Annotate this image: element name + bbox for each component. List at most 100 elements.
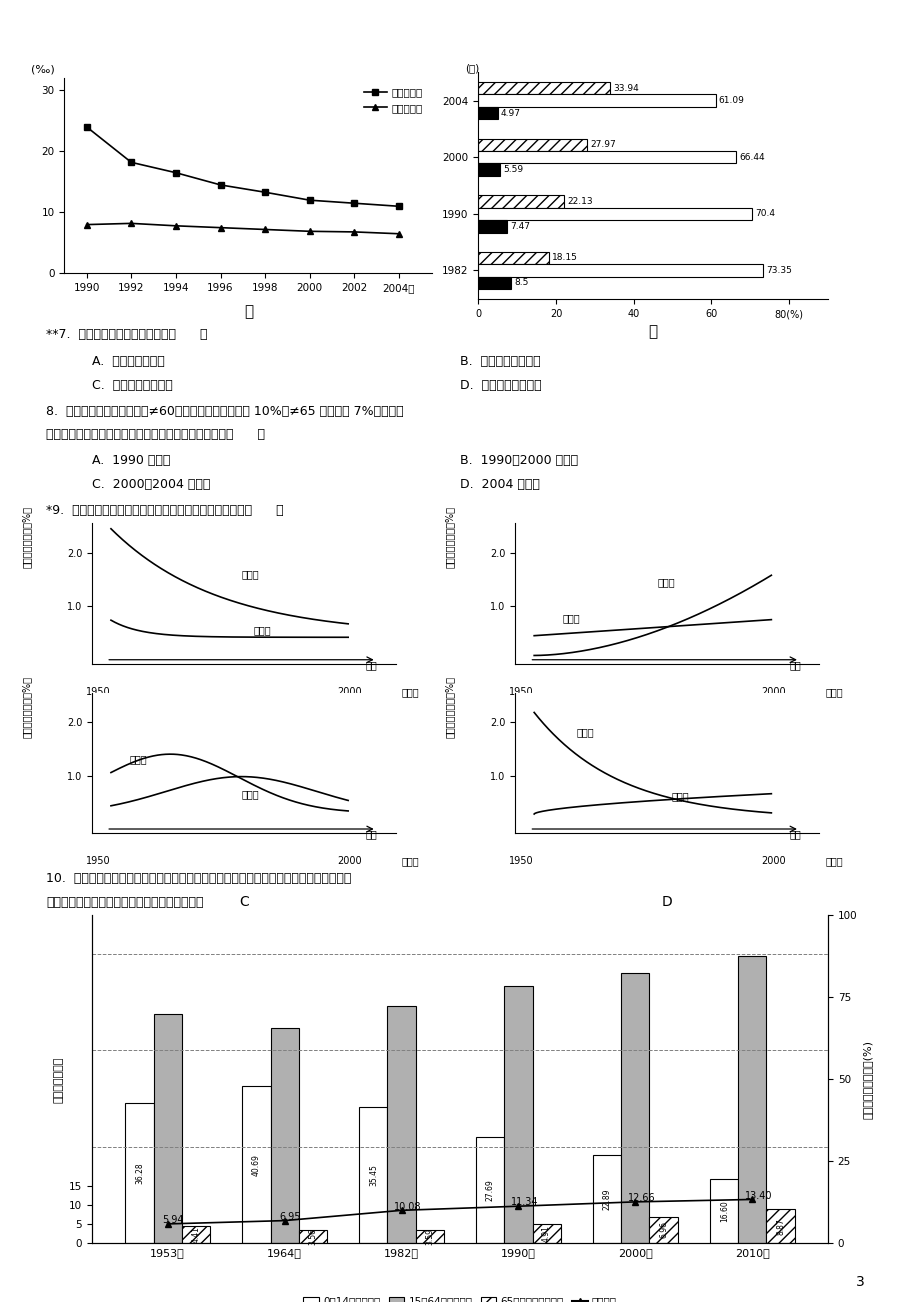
- Text: 4.41: 4.41: [191, 1226, 200, 1243]
- Text: D: D: [661, 896, 672, 909]
- 总人口数: [162, 1216, 173, 1232]
- Bar: [299, 1229, 326, 1243]
- Bar: [593, 1155, 620, 1243]
- Bar: [478, 95, 715, 107]
- Line: 人口死亡率: 人口死亡率: [84, 220, 402, 237]
- Bar: [478, 207, 751, 220]
- Text: （年）: （年）: [824, 857, 842, 866]
- Text: 年份: 年份: [789, 660, 800, 669]
- Bar: [478, 264, 763, 276]
- Text: C: C: [239, 896, 248, 909]
- Text: 甲: 甲: [244, 305, 253, 319]
- Text: 40.69: 40.69: [252, 1154, 261, 1176]
- Line: 人口出生率: 人口出生率: [84, 124, 402, 210]
- 人口出生率: [348, 195, 359, 211]
- Text: 18.15: 18.15: [551, 254, 577, 263]
- Text: 为进入老龄化社会。该省开始进入老龄化社会的时间在（      ）: 为进入老龄化社会。该省开始进入老龄化社会的时间在（ ）: [46, 428, 265, 441]
- Bar: [478, 138, 586, 151]
- Bar: [738, 956, 766, 1243]
- Text: 27.97: 27.97: [589, 141, 615, 150]
- 总人口数: [395, 1203, 406, 1219]
- 人口死亡率: [170, 217, 181, 233]
- Text: 5.59: 5.59: [503, 165, 523, 174]
- Text: A.  1990 年以前: A. 1990 年以前: [92, 454, 170, 467]
- Text: 8.  按联合国标准，如一地区≠60岁人口占总人口比例达 10%或≠65 岁人口达 7%，则可视: 8. 按联合国标准，如一地区≠60岁人口占总人口比例达 10%或≠65 岁人口达…: [46, 405, 403, 418]
- Text: D.  增长模式没有变化: D. 增长模式没有变化: [460, 379, 541, 392]
- Text: 乙: 乙: [648, 324, 657, 339]
- Bar: [359, 1107, 387, 1243]
- 人口出生率: [393, 198, 404, 214]
- 人口死亡率: [259, 221, 270, 237]
- Y-axis label: 出生率与死亡率（%）: 出生率与死亡率（%）: [21, 676, 31, 738]
- Text: (‰): (‰): [31, 64, 55, 74]
- Text: C.  2000～2004 年之间: C. 2000～2004 年之间: [92, 478, 210, 491]
- Bar: [181, 1226, 210, 1243]
- Text: 2000: 2000: [760, 857, 785, 866]
- Text: 10.  人口状况是制定国家经济社会发展规划的重要依据。下图是我国六次人口普查中人口: 10. 人口状况是制定国家经济社会发展规划的重要依据。下图是我国六次人口普查中人…: [46, 872, 351, 885]
- Text: 8.5: 8.5: [514, 279, 528, 288]
- Text: 3: 3: [855, 1276, 864, 1289]
- Text: 27.69: 27.69: [485, 1180, 494, 1200]
- Text: B.  总量仍呼增长态势: B. 总量仍呼增长态势: [460, 355, 540, 368]
- Text: （年）: （年）: [402, 687, 419, 697]
- Text: A: A: [239, 727, 248, 740]
- Text: A.  总量呼下降态势: A. 总量呼下降态势: [92, 355, 165, 368]
- Bar: [153, 1014, 181, 1243]
- Text: 10.08: 10.08: [393, 1202, 421, 1212]
- Text: 35.45: 35.45: [369, 1164, 378, 1186]
- Text: 70.4: 70.4: [754, 210, 774, 219]
- Line: 总人口数: 总人口数: [164, 1197, 755, 1228]
- Bar: [478, 276, 511, 289]
- Text: 22.89: 22.89: [602, 1189, 611, 1210]
- Legend: 人口出生率, 人口死亡率: 人口出生率, 人口死亡率: [359, 83, 426, 117]
- 总人口数: [746, 1191, 757, 1207]
- Text: 1950: 1950: [85, 687, 110, 697]
- 人口死亡率: [348, 224, 359, 240]
- 人口死亡率: [304, 224, 315, 240]
- Text: 出生率: 出生率: [241, 569, 259, 579]
- Bar: [125, 1103, 153, 1243]
- Text: 年份: 年份: [366, 660, 378, 669]
- Bar: [649, 1216, 676, 1243]
- Text: 出生率: 出生率: [576, 728, 594, 737]
- 人口出生率: [126, 155, 137, 171]
- Y-axis label: 出生率与死亡率（%）: 出生率与死亡率（%）: [444, 676, 454, 738]
- Legend: 0～14岁人口比重, 15～64岁人口比重, 65岁及以上人口比重, 总人口数: 0～14岁人口比重, 15～64岁人口比重, 65岁及以上人口比重, 总人口数: [299, 1292, 620, 1302]
- 人口死亡率: [215, 220, 226, 236]
- Y-axis label: 出生率与死亡率（%）: 出生率与死亡率（%）: [444, 506, 454, 569]
- Text: 22.13: 22.13: [567, 197, 593, 206]
- Text: 2000: 2000: [760, 687, 785, 697]
- Bar: [766, 1210, 794, 1243]
- Text: B: B: [662, 727, 671, 740]
- Text: 死亡率: 死亡率: [130, 754, 147, 764]
- 总人口数: [630, 1194, 641, 1210]
- Text: 3.56: 3.56: [308, 1228, 317, 1245]
- 总人口数: [513, 1198, 524, 1213]
- Text: 6.95: 6.95: [279, 1212, 301, 1221]
- Text: B.  1990～2000 年之间: B. 1990～2000 年之间: [460, 454, 577, 467]
- 人口死亡率: [126, 216, 137, 232]
- Bar: [709, 1180, 738, 1243]
- Text: 33.94: 33.94: [613, 83, 639, 92]
- Bar: [478, 195, 563, 207]
- Text: 11.34: 11.34: [510, 1198, 538, 1207]
- Text: 16.60: 16.60: [719, 1200, 728, 1223]
- Text: 出生率: 出生率: [562, 613, 580, 624]
- Bar: [478, 164, 500, 176]
- Text: 5.94: 5.94: [163, 1215, 184, 1225]
- Bar: [478, 151, 736, 164]
- Text: 1950: 1950: [508, 857, 533, 866]
- Text: 2000: 2000: [337, 857, 362, 866]
- Text: 1950: 1950: [85, 857, 110, 866]
- Text: 36.28: 36.28: [135, 1163, 144, 1185]
- Bar: [270, 1029, 299, 1243]
- Text: C.  总量呼零增长态势: C. 总量呼零增长态势: [92, 379, 173, 392]
- Text: 4.91: 4.91: [541, 1225, 550, 1242]
- Text: 66.44: 66.44: [739, 152, 765, 161]
- 总人口数: [278, 1212, 289, 1228]
- Bar: [478, 107, 497, 120]
- Bar: [478, 220, 507, 233]
- Text: **7.  目前该省人口增长的特点是（      ）: **7. 目前该省人口增长的特点是（ ）: [46, 328, 208, 341]
- Text: 2000: 2000: [337, 687, 362, 697]
- Bar: [504, 986, 532, 1243]
